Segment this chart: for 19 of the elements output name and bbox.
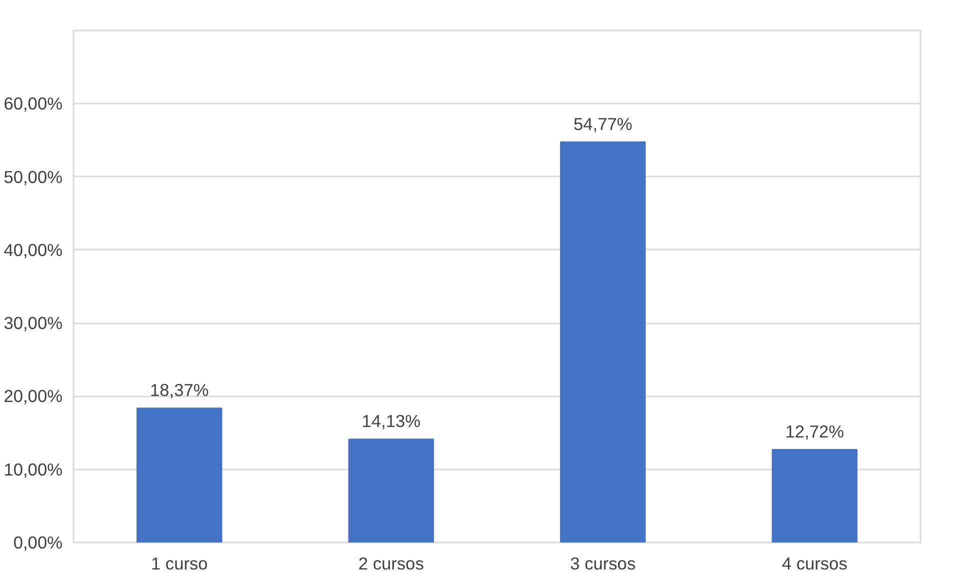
bar [348,438,434,542]
y-tick-label: 50,00% [4,166,63,187]
data-label: 14,13% [362,411,421,432]
x-tick-label: 4 cursos [782,554,848,574]
y-tick-label: 10,00% [4,459,63,480]
data-label: 54,77% [573,114,632,134]
y-tick-label: 20,00% [4,386,63,406]
bar [136,408,222,542]
x-tick-label: 1 curso [150,554,208,574]
x-tick-label: 2 cursos [358,554,424,574]
bar [772,448,858,542]
y-tick-label: 30,00% [4,313,63,334]
y-tick-label: 60,00% [4,94,63,114]
data-label: 12,72% [785,421,844,442]
data-label: 18,37% [150,380,209,400]
y-tick-label: 40,00% [4,240,63,260]
y-tick-label: 0,00% [13,532,63,552]
bar [560,141,646,542]
x-tick-label: 3 cursos [570,554,636,574]
